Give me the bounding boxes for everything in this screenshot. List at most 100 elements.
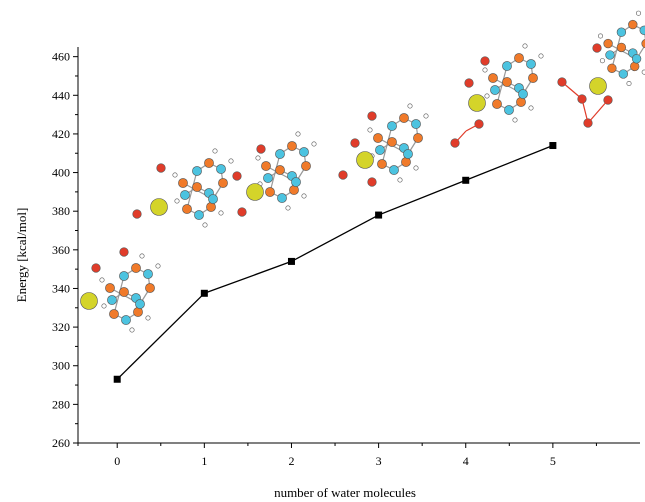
metal-atom bbox=[589, 77, 607, 95]
series-line-segment bbox=[291, 214, 379, 262]
carbon-atom bbox=[206, 202, 216, 212]
oxygen-atom bbox=[256, 144, 266, 154]
bond bbox=[496, 65, 508, 105]
carbon-atom bbox=[401, 157, 411, 167]
hydrogen-atom bbox=[255, 155, 261, 161]
nitrogen-atom bbox=[504, 105, 514, 115]
hydrogen-atom bbox=[212, 148, 218, 154]
nitrogen-atom bbox=[216, 164, 226, 174]
data-point-marker bbox=[375, 211, 383, 219]
carbon-atom bbox=[607, 63, 617, 73]
nitrogen-atom bbox=[119, 271, 129, 281]
x-tick-label: 0 bbox=[114, 454, 120, 468]
metal-atom bbox=[468, 94, 486, 112]
oxygen-atom bbox=[119, 247, 129, 257]
hydrogen-atom bbox=[367, 127, 373, 133]
x-ticks: 0 1 2 3 4 5 bbox=[77, 443, 597, 468]
carbon-atom bbox=[377, 159, 387, 169]
oxygen-atom bbox=[338, 170, 348, 180]
hydrogen-atom bbox=[635, 10, 641, 16]
carbon-atom bbox=[301, 161, 311, 171]
oxygen-atom bbox=[91, 263, 101, 273]
hydrogen-atom bbox=[413, 165, 419, 171]
carbon-atom bbox=[109, 309, 119, 319]
hydrogen-atom bbox=[155, 263, 161, 269]
carbon-atom bbox=[492, 99, 502, 109]
oxygen-atom bbox=[350, 138, 360, 148]
nitrogen-atom bbox=[263, 173, 273, 183]
hydrogen-atom bbox=[528, 105, 534, 111]
y-tick-label: 440 bbox=[52, 88, 70, 102]
oxygen-atom bbox=[232, 171, 242, 181]
x-tick-label: 3 bbox=[376, 454, 382, 468]
nitrogen-atom bbox=[107, 295, 117, 305]
hydrogen-atom bbox=[218, 210, 224, 216]
oxygen-atom bbox=[592, 43, 602, 53]
bond bbox=[611, 32, 622, 69]
bond bbox=[269, 153, 281, 193]
carbon-atom bbox=[119, 287, 129, 297]
nitrogen-atom bbox=[194, 210, 204, 220]
hydrogen-atom bbox=[301, 193, 307, 199]
data-point-marker bbox=[113, 375, 121, 383]
nitrogen-atom bbox=[135, 299, 145, 309]
carbon-atom bbox=[182, 204, 192, 214]
hydrogen-atom bbox=[484, 93, 490, 99]
carbon-atom bbox=[218, 178, 228, 188]
carbon-atom bbox=[630, 61, 640, 72]
hydrogen-atom bbox=[172, 172, 178, 178]
hydrogen-atom bbox=[482, 67, 488, 73]
y-tick-label: 400 bbox=[52, 166, 70, 180]
carbon-atom bbox=[628, 19, 638, 30]
carbon-atom bbox=[516, 97, 526, 107]
y-tick-label: 320 bbox=[52, 320, 70, 334]
bond bbox=[465, 123, 480, 132]
data-point-marker bbox=[200, 289, 208, 297]
series-line-segment bbox=[204, 260, 292, 294]
y-axis-title: Energy [kcal/mol] bbox=[14, 208, 29, 303]
metal-atom bbox=[80, 292, 98, 310]
y-tick-label: 460 bbox=[52, 50, 70, 64]
bond bbox=[113, 275, 125, 315]
nitrogen-atom bbox=[180, 190, 190, 200]
nitrogen-atom bbox=[291, 177, 301, 187]
hydrogen-atom bbox=[285, 205, 291, 211]
oxygen-atom bbox=[367, 177, 377, 187]
carbon-atom bbox=[192, 182, 202, 192]
nitrogen-atom bbox=[639, 25, 645, 35]
oxygen-atom bbox=[132, 209, 142, 219]
nitrogen-atom bbox=[403, 149, 413, 159]
carbon-atom bbox=[275, 165, 285, 175]
oxygen-atom bbox=[156, 163, 166, 173]
carbon-atom bbox=[528, 73, 538, 83]
carbon-atom bbox=[265, 187, 275, 197]
series-line-segment bbox=[116, 292, 205, 380]
hydrogen-atom bbox=[139, 253, 145, 259]
carbon-atom bbox=[204, 158, 214, 168]
x-tick-label: 2 bbox=[288, 454, 294, 468]
carbon-atom bbox=[373, 133, 383, 143]
data-series bbox=[113, 142, 557, 383]
carbon-atom bbox=[289, 185, 299, 195]
series-line-segment bbox=[465, 144, 554, 181]
carbon-atom bbox=[261, 161, 271, 171]
y-tick-label: 340 bbox=[52, 281, 70, 295]
bond bbox=[381, 125, 393, 165]
hydrogen-atom bbox=[597, 33, 603, 39]
hydrogen-atom bbox=[311, 141, 317, 147]
hydrogen-atom bbox=[407, 103, 413, 109]
y-tick-label: 380 bbox=[52, 204, 70, 218]
hydrogen-atom bbox=[512, 117, 518, 123]
carbon-atom bbox=[514, 53, 524, 63]
hydrogen-atom bbox=[202, 222, 208, 228]
oxygen-atom bbox=[367, 111, 377, 121]
bond bbox=[454, 130, 467, 144]
data-point-marker bbox=[287, 257, 295, 265]
molecular-structures-illustration bbox=[80, 10, 645, 333]
nitrogen-atom bbox=[526, 59, 536, 69]
oxygen-atom bbox=[464, 78, 474, 88]
hydrogen-atom bbox=[641, 69, 645, 75]
hydrogen-atom bbox=[423, 113, 429, 119]
hydrogen-atom bbox=[522, 43, 528, 49]
